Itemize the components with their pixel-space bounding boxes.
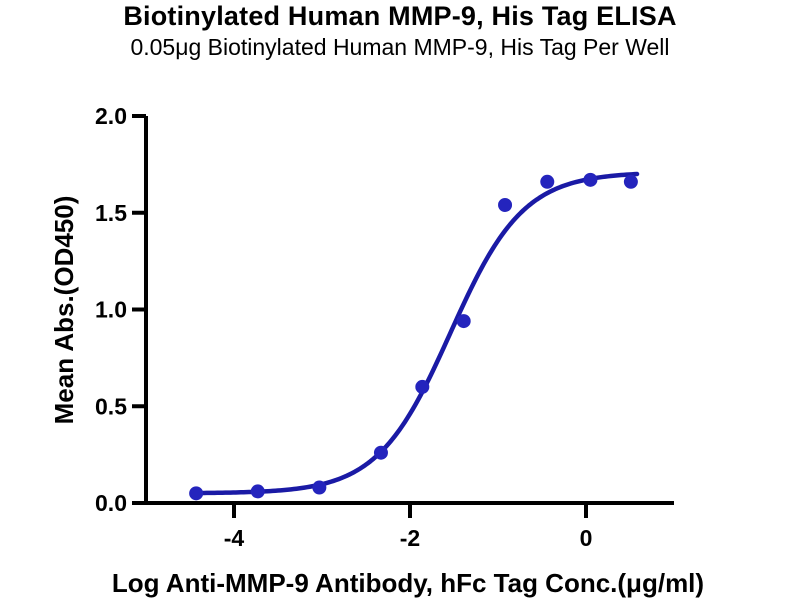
y-tick-label: 0.5 <box>95 393 127 419</box>
data-point <box>189 486 204 501</box>
data-point <box>415 379 430 394</box>
y-axis-label: Mean Abs.(OD450) <box>49 196 79 425</box>
data-point <box>623 174 638 189</box>
data-series <box>189 171 640 501</box>
data-point <box>583 172 598 187</box>
fit-curve <box>193 171 640 496</box>
data-point <box>456 314 471 329</box>
chart-subtitle: 0.05μg Biotinylated Human MMP-9, His Tag… <box>130 34 670 60</box>
x-tick-label: 0 <box>580 525 593 551</box>
y-tick-label: 1.0 <box>95 297 127 323</box>
chart-title: Biotinylated Human MMP-9, His Tag ELISA <box>123 1 677 31</box>
data-point <box>540 174 555 189</box>
data-point <box>373 445 388 460</box>
y-tick-label: 0.0 <box>95 490 127 516</box>
data-point <box>498 198 513 213</box>
axis-spines <box>144 116 674 505</box>
axes: -4 -2 0 0.0 0.5 1.0 1.5 2.0 <box>95 103 674 551</box>
x-tick-label: -2 <box>400 525 420 551</box>
x-tick-label: -4 <box>224 525 245 551</box>
x-axis-label: Log Anti-MMP-9 Antibody, hFc Tag Conc.(μ… <box>112 568 704 598</box>
y-tick-label: 1.5 <box>95 200 127 226</box>
y-tick-label: 2.0 <box>95 103 127 129</box>
data-point <box>250 484 265 499</box>
data-point <box>312 480 327 495</box>
